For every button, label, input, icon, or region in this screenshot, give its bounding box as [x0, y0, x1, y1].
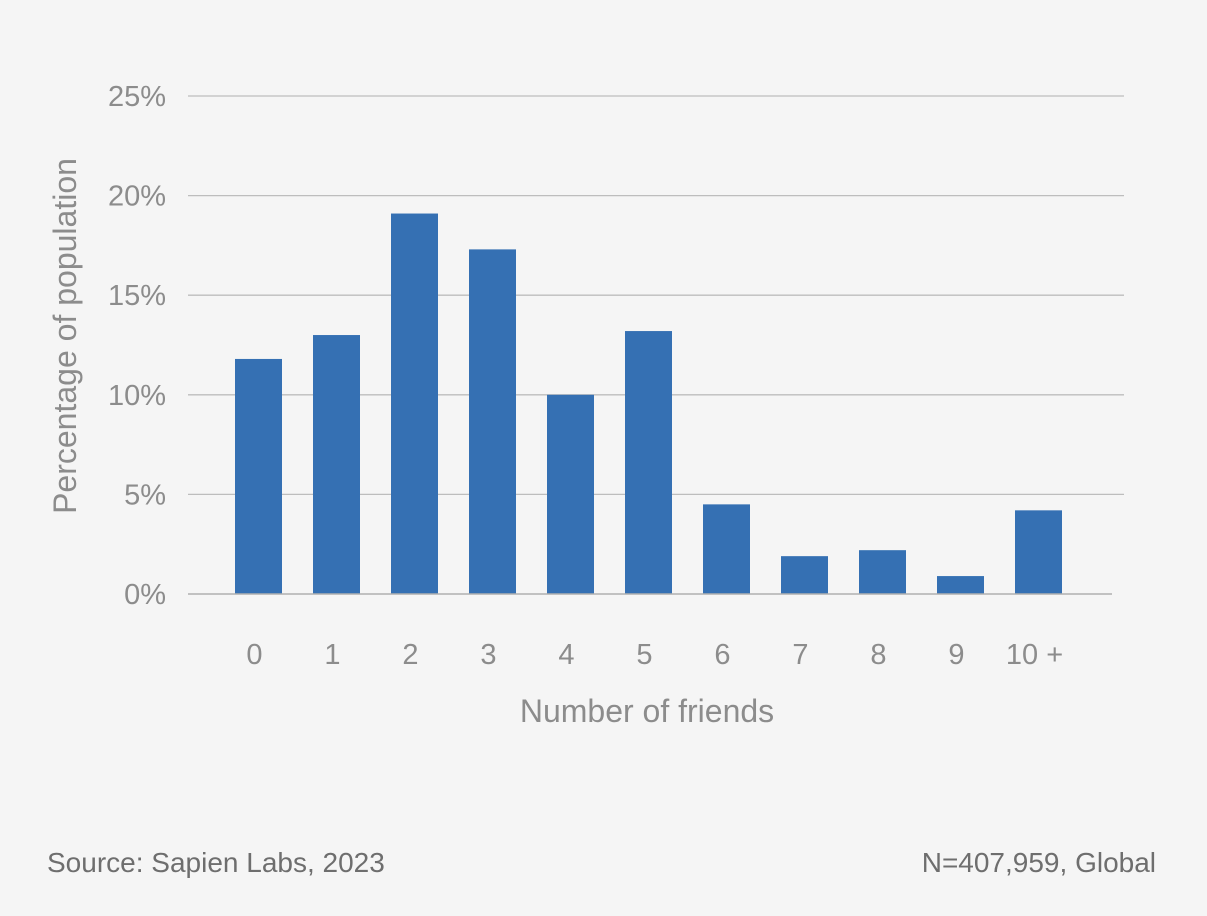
y-tick-label: 10%: [108, 380, 166, 412]
bar-7: [781, 556, 828, 594]
bar-8: [859, 550, 906, 594]
x-tick-label: 4: [558, 639, 574, 671]
source-note: Source: Sapien Labs, 2023: [47, 847, 385, 878]
bar-2: [391, 213, 438, 594]
bar-10plus: [1015, 510, 1062, 594]
bar-5: [625, 331, 672, 594]
x-tick-label: 2: [402, 639, 418, 671]
x-tick-label: 1: [324, 639, 340, 671]
x-tick-label: 6: [714, 639, 730, 671]
y-tick-labels: 0% 5% 10% 15% 20% 25%: [108, 81, 166, 611]
x-tick-label: 7: [792, 639, 808, 671]
x-tick-label: 8: [870, 639, 886, 671]
x-tick-labels: 0 1 2 3 4 5 6 7 8 9 10 +: [246, 639, 1063, 671]
bars: [235, 213, 1062, 594]
bar-0: [235, 358, 282, 594]
y-axis-title: Percentage of population: [47, 158, 83, 514]
y-tick-label: 0%: [124, 579, 166, 611]
x-axis-title: Number of friends: [520, 693, 774, 729]
y-tick-label: 15%: [108, 280, 166, 312]
bar-4: [547, 394, 594, 594]
sample-size-note: N=407,959, Global: [922, 847, 1156, 878]
y-tick-label: 20%: [108, 181, 166, 213]
bar-1: [313, 335, 360, 594]
y-tick-label: 25%: [108, 81, 166, 113]
bar-9: [937, 576, 984, 594]
x-tick-label: 3: [480, 639, 496, 671]
x-tick-label: 9: [948, 639, 964, 671]
x-tick-label: 0: [246, 639, 262, 671]
y-tick-label: 5%: [124, 479, 166, 511]
bar-3: [469, 249, 516, 594]
x-tick-label: 10 +: [1006, 639, 1063, 671]
x-tick-label: 5: [636, 639, 652, 671]
bar-6: [703, 504, 750, 594]
